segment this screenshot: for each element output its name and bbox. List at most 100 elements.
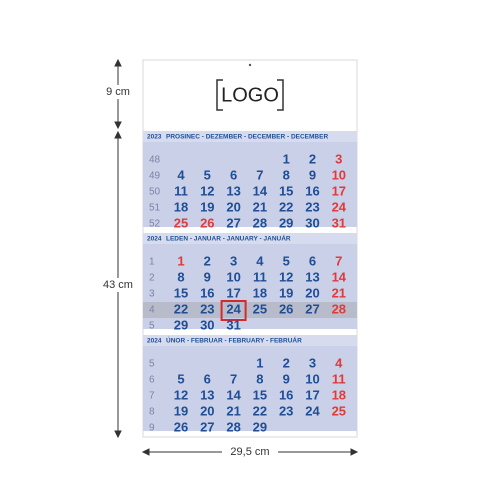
day: 4	[177, 167, 185, 182]
day: 1	[177, 253, 184, 268]
week-number: 5	[149, 321, 155, 332]
day: 3	[309, 355, 316, 370]
day: 4	[256, 253, 264, 268]
week-number: 5	[149, 359, 155, 370]
week-number: 9	[149, 423, 155, 434]
day: 25	[253, 301, 267, 316]
day: 22	[253, 403, 267, 418]
day: 21	[332, 285, 346, 300]
day: 18	[174, 199, 188, 214]
day: 26	[174, 419, 188, 434]
day: 3	[230, 253, 237, 268]
day: 14	[332, 269, 347, 284]
day: 7	[335, 253, 342, 268]
day: 20	[305, 285, 319, 300]
today-box	[220, 300, 247, 321]
day: 19	[279, 285, 293, 300]
day: 12	[279, 269, 293, 284]
month-year: 2023	[147, 134, 162, 141]
dimension-label: 9 cm	[106, 86, 130, 98]
label-bg	[100, 85, 136, 99]
day: 15	[279, 183, 293, 198]
day: 8	[256, 371, 263, 386]
month-title: ÚNOR - FEBRUAR - FEBRUARY - FEBRUÁR	[166, 336, 302, 345]
day: 28	[253, 215, 267, 230]
day: 31	[332, 215, 346, 230]
day: 14	[226, 387, 241, 402]
week-number: 4	[149, 305, 155, 316]
day: 13	[226, 183, 240, 198]
day: 21	[253, 199, 267, 214]
day: 30	[200, 317, 214, 332]
week-number: 49	[149, 171, 161, 182]
day: 12	[200, 183, 214, 198]
day: 16	[200, 285, 214, 300]
day: 16	[305, 183, 319, 198]
day: 22	[279, 199, 293, 214]
month-header	[143, 233, 357, 244]
day: 19	[200, 199, 214, 214]
day: 12	[174, 387, 188, 402]
week-number: 1	[149, 257, 155, 268]
day: 1	[283, 151, 290, 166]
day: 21	[226, 403, 240, 418]
day: 23	[200, 301, 214, 316]
day: 11	[332, 371, 346, 386]
day: 5	[204, 167, 211, 182]
day: 25	[174, 215, 188, 230]
day: 29	[253, 419, 267, 434]
dimension-label: 43 cm	[103, 279, 133, 291]
day: 20	[200, 403, 214, 418]
day: 30	[305, 215, 319, 230]
day: 8	[283, 167, 290, 182]
week-number: 8	[149, 407, 155, 418]
day: 11	[253, 269, 267, 284]
month-header	[143, 335, 357, 346]
day: 10	[332, 167, 346, 182]
month-title: PROSINEC - DEZEMBER - DECEMBER - DECEMBE…	[166, 134, 328, 141]
day: 2	[309, 151, 316, 166]
day: 19	[174, 403, 188, 418]
day: 15	[174, 285, 188, 300]
day: 14	[253, 183, 268, 198]
day: 20	[226, 199, 240, 214]
day: 9	[283, 371, 290, 386]
day: 27	[305, 301, 319, 316]
day: 26	[279, 301, 293, 316]
day: 17	[305, 387, 319, 402]
day: 22	[174, 301, 188, 316]
day: 24	[226, 301, 241, 316]
day: 23	[279, 403, 293, 418]
week-number: 51	[149, 203, 161, 214]
day: 17	[226, 285, 240, 300]
logo: LOGO	[221, 84, 279, 106]
day: 16	[279, 387, 293, 402]
day: 5	[177, 371, 184, 386]
month-block	[143, 335, 357, 431]
day: 1	[256, 355, 263, 370]
current-week-band	[143, 302, 357, 318]
day: 5	[283, 253, 290, 268]
month-year: 2024	[147, 236, 162, 243]
day: 17	[332, 183, 346, 198]
day: 27	[226, 215, 240, 230]
day: 26	[200, 215, 214, 230]
week-number: 50	[149, 187, 161, 198]
hanging-hole	[248, 63, 252, 67]
day: 9	[309, 167, 316, 182]
week-number: 3	[149, 289, 155, 300]
day: 18	[332, 387, 346, 402]
label-bg	[97, 278, 139, 292]
day: 25	[332, 403, 346, 418]
day: 3	[335, 151, 342, 166]
day: 23	[305, 199, 319, 214]
day: 28	[332, 301, 346, 316]
month-title: LEDEN - JANUAR - JANUARY - JANUÁR	[166, 234, 291, 243]
day: 7	[256, 167, 263, 182]
day: 6	[204, 371, 211, 386]
day: 18	[253, 285, 267, 300]
day: 24	[305, 403, 320, 418]
day: 27	[200, 419, 214, 434]
month-header	[143, 131, 357, 142]
